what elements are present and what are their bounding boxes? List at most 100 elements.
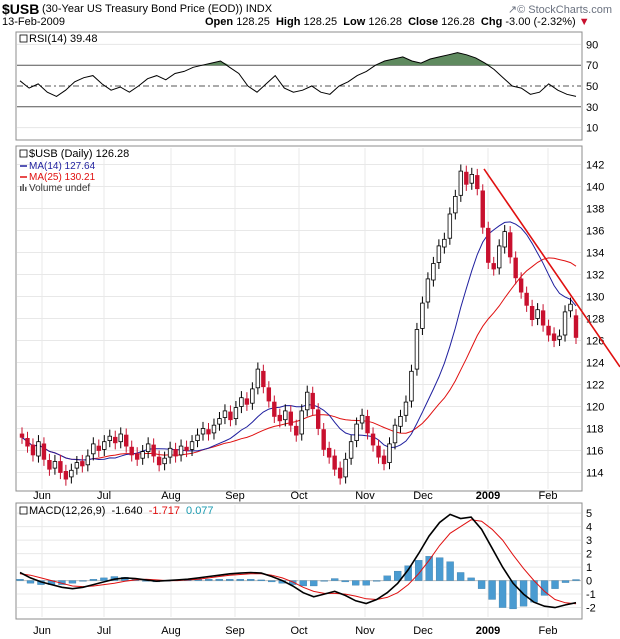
high-label: High xyxy=(275,16,301,28)
macd-histogram-bar xyxy=(247,579,255,581)
candle xyxy=(529,299,535,327)
candle xyxy=(442,232,447,254)
candle-body xyxy=(244,398,250,405)
candle-body xyxy=(480,190,485,228)
candle xyxy=(398,409,403,433)
candle-body xyxy=(178,445,184,456)
candle-body xyxy=(250,388,255,404)
candle-body xyxy=(464,171,469,185)
macd-histogram-bar xyxy=(425,556,433,581)
candle-body xyxy=(272,401,277,417)
price-legend: $USB (Daily) 126.28 MA(14) 127.64 MA(25)… xyxy=(19,148,129,194)
candle-body xyxy=(299,410,304,435)
macd-histogram-bar xyxy=(331,578,339,581)
candle xyxy=(376,439,381,464)
candle xyxy=(91,437,96,461)
candle-body xyxy=(348,441,354,459)
candle xyxy=(497,239,502,275)
macd-tick-label: 5 xyxy=(586,508,592,520)
macd-tick-label: -2 xyxy=(586,603,596,615)
rsi-legend-swatch-icon xyxy=(19,34,28,43)
rsi-legend-text: RSI(14) 39.48 xyxy=(29,33,97,45)
exchange-label: INDX xyxy=(245,3,273,15)
candle xyxy=(381,449,387,471)
candle xyxy=(283,404,288,427)
candle xyxy=(403,395,409,422)
candle-body xyxy=(74,462,80,469)
candle xyxy=(458,164,464,202)
candle-body xyxy=(167,447,173,458)
candle-body xyxy=(63,470,69,480)
candle xyxy=(277,408,283,428)
macd-histogram-bar xyxy=(289,580,297,585)
macd-histogram-bar xyxy=(341,580,349,583)
macd-histogram-bar xyxy=(268,580,276,583)
candle-body xyxy=(162,457,167,465)
macd-legend: MACD(12,26,9) -1.640 -1.717 0.077 xyxy=(19,505,214,517)
chart-header: $USB (30-Year US Treasury Bond Price (EO… xyxy=(2,0,618,18)
macd-month-label: Sep xyxy=(225,625,245,637)
candle-body xyxy=(447,213,453,239)
candle-body xyxy=(420,302,425,329)
candle xyxy=(217,412,222,431)
candle-body xyxy=(557,335,562,340)
quote-row: 13-Feb-2009 Open 128.25 High 128.25 Low … xyxy=(2,16,618,30)
trendline xyxy=(483,168,620,368)
candle-body xyxy=(184,446,189,451)
macd-tick-label: 1 xyxy=(586,562,592,574)
candle-body xyxy=(239,397,244,407)
rsi-tick-labels: 10 30 50 70 90 xyxy=(586,39,598,134)
macd-histogram-bar xyxy=(226,579,234,581)
candle-body xyxy=(19,433,25,438)
candle xyxy=(288,405,293,432)
price-month-label: Oct xyxy=(290,490,307,502)
candle xyxy=(315,403,321,436)
candle xyxy=(272,395,277,423)
macd-histogram-bar xyxy=(446,561,454,581)
candle xyxy=(250,382,255,410)
candle xyxy=(162,451,167,471)
candle-body xyxy=(222,410,228,418)
macd-histogram-bar xyxy=(16,579,24,581)
candle xyxy=(337,461,343,485)
candle-body xyxy=(568,303,573,312)
rsi-legend: RSI(14) 39.48 xyxy=(19,33,97,45)
candle-body xyxy=(80,461,85,467)
rsi-tick-label: 70 xyxy=(586,60,598,72)
price-tick-label: 120 xyxy=(586,402,604,414)
candle xyxy=(134,447,140,466)
candle xyxy=(535,303,540,326)
price-tick-label: 136 xyxy=(586,226,604,238)
candle-body xyxy=(524,292,529,306)
candle xyxy=(25,431,30,453)
candle xyxy=(96,439,101,458)
price-tick-label: 140 xyxy=(586,182,604,194)
low-label: Low xyxy=(343,16,366,28)
candle xyxy=(233,401,239,426)
candle xyxy=(562,305,568,342)
price-tick-label: 124 xyxy=(586,358,604,370)
candle-body xyxy=(288,411,293,426)
ticker-symbol: $USB xyxy=(2,1,40,17)
candle-body xyxy=(305,391,310,411)
candle-body xyxy=(321,429,326,450)
candle-body xyxy=(507,232,513,258)
candle xyxy=(107,429,112,448)
macd-month-label: Aug xyxy=(161,625,181,637)
stockcharts-watermark: ↗© StockCharts.com xyxy=(508,3,612,16)
candlesticks xyxy=(19,164,579,486)
macd-month-label: Jul xyxy=(97,625,111,637)
macd-tick-label: -1 xyxy=(586,589,596,601)
candle-body xyxy=(206,429,211,435)
candle-body xyxy=(469,173,474,184)
rsi-grid xyxy=(17,43,581,129)
open-label: Open xyxy=(205,16,234,28)
candle xyxy=(294,419,299,442)
candle-body xyxy=(41,443,47,460)
candle-body xyxy=(381,455,387,465)
candle-body xyxy=(113,436,118,444)
candle xyxy=(189,435,195,456)
macd-month-label: Feb xyxy=(539,625,558,637)
candle xyxy=(299,404,304,441)
candle xyxy=(173,442,178,463)
